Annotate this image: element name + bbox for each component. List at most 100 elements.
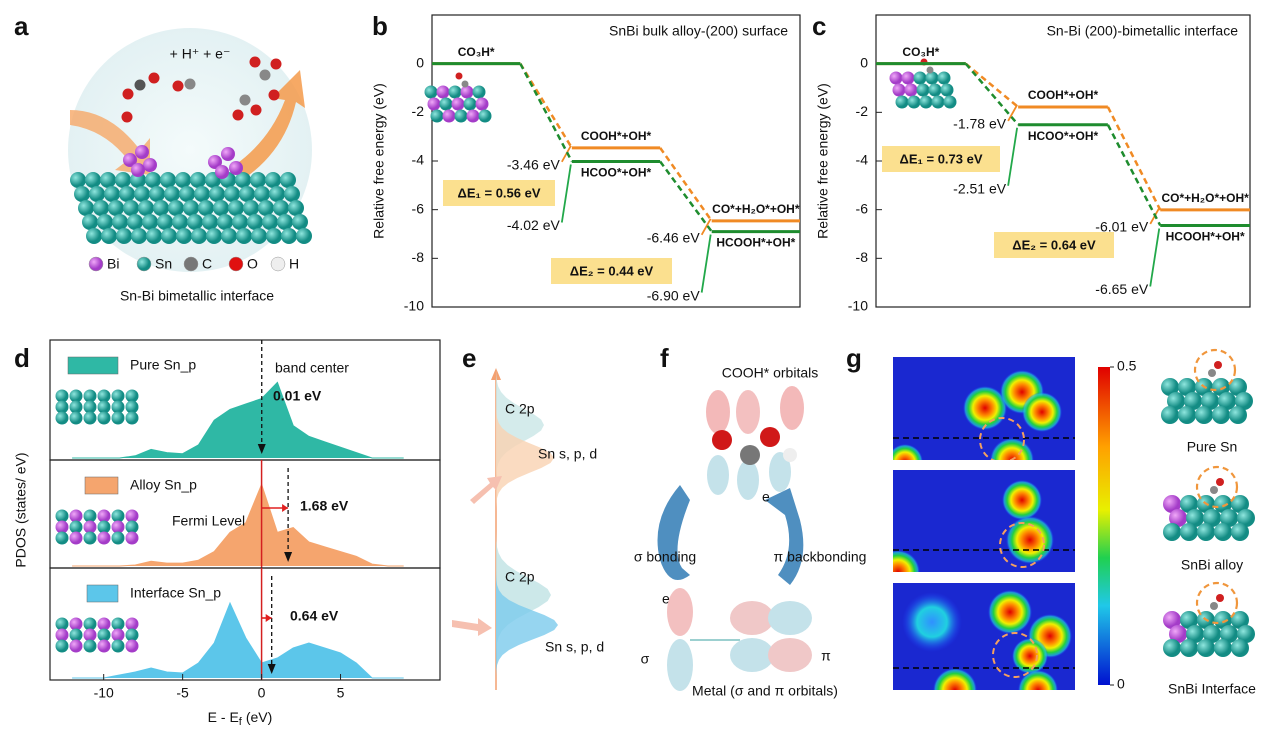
thumbnail-atom (890, 72, 903, 85)
thumbnail-atom (452, 98, 465, 111)
atom (78, 200, 94, 216)
thumbnail-atom (112, 412, 125, 425)
atom (149, 73, 160, 84)
structure-atom (1214, 361, 1222, 369)
thumbnail-atom (456, 73, 463, 80)
atom (146, 228, 162, 244)
y-tick-label: -4 (856, 152, 869, 168)
atom (123, 200, 139, 216)
molecule-atom (783, 448, 797, 462)
atom (122, 112, 133, 123)
thumbnail-atom (896, 96, 909, 109)
atom (135, 80, 146, 91)
thumbnail-atom (443, 110, 456, 123)
structure-atom (1178, 406, 1196, 424)
thumbnail-atom (126, 532, 139, 545)
structure-label: Pure Sn (1187, 439, 1238, 455)
thumbnail-atom (908, 96, 921, 109)
legend-label: Interface Sn_p (130, 585, 221, 601)
colorbar (1098, 367, 1110, 685)
structure-atom (1195, 406, 1213, 424)
structure-atom (1210, 486, 1218, 494)
connector (660, 161, 712, 231)
thumbnail-atom (56, 412, 69, 425)
annotation: ΔE₁ = 0.56 eV (457, 185, 540, 200)
orbital-lobe (707, 455, 729, 495)
atom (277, 214, 293, 230)
thumbnail-atom (112, 532, 125, 545)
chart-title: Sn-Bi (200)-bimetallic interface (1047, 23, 1239, 39)
label-arrow (702, 235, 711, 293)
thumbnail-atom (56, 640, 69, 653)
electron-label: e (762, 489, 770, 505)
annotation: ΔE₁ = 0.73 eV (899, 151, 982, 166)
atom (142, 214, 158, 230)
density-blob (1002, 480, 1042, 520)
thumbnail-atom (473, 86, 486, 99)
thumbnail-atom (70, 412, 83, 425)
state-label: CO₃H* (902, 45, 939, 59)
y-tick-label: -6 (856, 200, 869, 216)
colorbar-tick-label: 0 (1117, 676, 1125, 692)
y-tick-label: -8 (856, 249, 869, 265)
panel-title: COOH* orbitals (722, 365, 818, 381)
y-tick-label: -4 (412, 152, 425, 168)
arrow (452, 618, 492, 636)
atom (247, 214, 263, 230)
y-tick-label: -8 (412, 249, 425, 265)
heatmap (887, 357, 1075, 482)
atom (236, 228, 252, 244)
molecule-atom (712, 430, 732, 450)
atom (233, 110, 244, 121)
x-axis-label-sub: f (239, 716, 243, 728)
thumbnail-atom (70, 640, 83, 653)
thumbnail-atom (461, 86, 474, 99)
atom (131, 228, 147, 244)
legend-label: H (289, 256, 299, 272)
legend-marker (184, 257, 198, 271)
y-tick-label: -10 (404, 298, 424, 314)
density-blob (933, 668, 977, 712)
thumbnail-atom (944, 96, 957, 109)
atom (185, 79, 196, 90)
x-axis-label-unit: (eV) (246, 709, 272, 725)
y-axis-label: Relative free energy (eV) (371, 83, 387, 239)
atom (240, 95, 251, 106)
y-tick-label: -2 (856, 103, 869, 119)
thumbnail-atom (56, 532, 69, 545)
thumbnail-atom (932, 96, 945, 109)
orbital-lobe (730, 638, 774, 672)
thumbnail-atom (84, 532, 97, 545)
label: π backbonding (774, 549, 867, 565)
value-label: -1.78 eV (953, 116, 1007, 132)
thumbnail-atom (462, 81, 469, 88)
symbol: σ (641, 651, 650, 667)
atom (116, 228, 132, 244)
density-blob (902, 592, 962, 652)
panel-letter: d (14, 343, 30, 373)
structure-atom (1212, 406, 1230, 424)
orbital-lobe (737, 460, 759, 500)
connector (520, 64, 572, 162)
thumbnail-atom (914, 72, 927, 85)
x-tick-label: 5 (337, 685, 345, 701)
thumbnail-atom (927, 67, 934, 74)
atom (228, 200, 244, 216)
annotation: ΔE₂ = 0.64 eV (1012, 237, 1096, 252)
atom (164, 186, 180, 202)
atom (296, 228, 312, 244)
atom (131, 163, 145, 177)
atom (127, 214, 143, 230)
atom (271, 59, 282, 70)
atom (198, 200, 214, 216)
structure-atom (1229, 406, 1247, 424)
thumbnail-atom (938, 72, 951, 85)
structure-atom (1210, 602, 1218, 610)
heatmap (876, 470, 1075, 594)
thumbnail-atom (455, 110, 468, 123)
atom (250, 172, 266, 188)
structure-atom (1214, 523, 1232, 541)
thumbnail-atom (428, 98, 441, 111)
orbital-lobe (706, 390, 730, 434)
orbital-lobe (730, 601, 774, 635)
